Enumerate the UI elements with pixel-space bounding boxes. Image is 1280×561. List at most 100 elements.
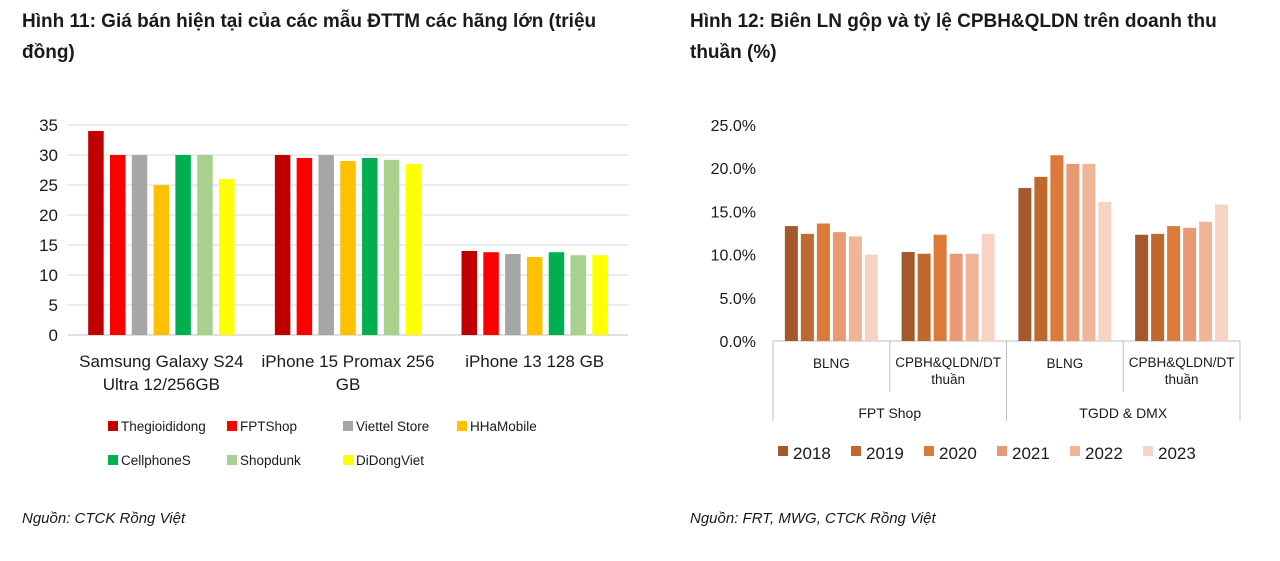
- y-tick-label: 35: [39, 116, 58, 135]
- bar: [949, 253, 963, 341]
- y-tick-label: 10: [39, 266, 58, 285]
- x-category-label: BLNG: [1046, 356, 1083, 371]
- legend-swatch: [997, 446, 1007, 456]
- bar: [197, 155, 213, 335]
- bar: [461, 251, 478, 335]
- bar: [1098, 201, 1112, 341]
- bar: [296, 158, 313, 335]
- bar: [784, 226, 798, 341]
- bar: [965, 253, 979, 341]
- legend-label: Viettel Store: [356, 419, 429, 434]
- bar: [1199, 221, 1213, 341]
- legend-swatch: [108, 455, 118, 465]
- bar: [570, 255, 587, 335]
- legend-swatch: [457, 421, 467, 431]
- legend-label: 2022: [1085, 444, 1123, 463]
- figure-12-title: Hình 12: Biên LN gộp và tỷ lệ CPBH&QLDN …: [690, 11, 1217, 63]
- bar: [88, 131, 104, 335]
- bar: [483, 252, 499, 335]
- bar: [592, 255, 608, 335]
- bar: [526, 257, 543, 335]
- bar: [981, 233, 995, 341]
- bar: [917, 253, 931, 341]
- bar: [109, 155, 126, 335]
- bar: [383, 159, 400, 335]
- legend-label: 2018: [793, 444, 831, 463]
- bar: [405, 164, 422, 335]
- legend-label: FPTShop: [240, 419, 297, 434]
- bar: [816, 223, 830, 341]
- bar: [505, 254, 521, 335]
- y-tick-label: 5: [49, 296, 58, 315]
- y-tick-label: 15: [39, 236, 58, 255]
- y-tick-label: 30: [39, 146, 58, 165]
- bar: [1050, 155, 1064, 341]
- bar: [362, 158, 378, 335]
- bar: [1183, 227, 1197, 341]
- bar: [800, 233, 814, 341]
- x-category-label: iPhone 13 128 GB: [465, 352, 604, 371]
- legend-label: DiDongViet: [356, 453, 424, 468]
- y-tick-label: 25: [39, 176, 58, 195]
- bar: [848, 236, 862, 341]
- x-category-label: CPBH&QLDN/DT thuần: [1129, 355, 1235, 387]
- legend-label: 2023: [1158, 444, 1196, 463]
- bar: [153, 185, 170, 335]
- y-tick-label: 20.0%: [711, 161, 756, 178]
- bar: [864, 254, 878, 341]
- y-tick-label: 20: [39, 206, 58, 225]
- bar: [1034, 176, 1048, 341]
- x-group-label: TGDD & DMX: [1079, 405, 1168, 421]
- bar: [274, 155, 291, 335]
- y-tick-label: 0: [49, 326, 58, 345]
- y-tick-label: 25.0%: [711, 118, 756, 135]
- figure-11-title: Hình 11: Giá bán hiện tại của các mẫu ĐT…: [22, 11, 597, 63]
- legend-swatch: [227, 455, 237, 465]
- x-category-label: BLNG: [813, 356, 850, 371]
- x-group-label: FPT Shop: [858, 405, 921, 421]
- bar: [218, 179, 235, 335]
- bar: [1135, 234, 1149, 341]
- figure-11-bar-chart: 0 5 10 15 20 25 30 35 Samsung Galaxy S24 Ultra 12…: [39, 116, 628, 468]
- bar: [175, 155, 191, 335]
- bar: [1066, 163, 1080, 341]
- x-category-label: iPhone 15 Promax 256 GB: [262, 352, 435, 394]
- y-tick-label: 0.0%: [720, 334, 756, 351]
- y-tick-label: 15.0%: [711, 204, 756, 221]
- bar: [548, 252, 565, 335]
- y-tick-label: 10.0%: [711, 248, 756, 265]
- x-category-label: Samsung Galaxy S24 Ultra 12/256GB: [79, 352, 243, 394]
- y-tick-label: 5.0%: [720, 291, 756, 308]
- legend-swatch: [227, 421, 237, 431]
- figure-11-panel: Hình 11: Giá bán hiện tại của các mẫu ĐT…: [22, 11, 628, 527]
- figure-12-panel: Hình 12: Biên LN gộp và tỷ lệ CPBH&QLDN …: [660, 0, 1280, 561]
- figure-11-source: Nguồn: CTCK Rồng Việt: [22, 510, 186, 527]
- legend-swatch: [343, 421, 353, 431]
- legend-swatch: [1070, 446, 1080, 456]
- bar: [1018, 188, 1032, 341]
- legend-label: HHaMobile: [470, 419, 537, 434]
- legend-label: 2019: [866, 444, 904, 463]
- figure-12-source: Nguồn: FRT, MWG, CTCK Rồng Việt: [690, 510, 936, 527]
- legend-label: Shopdunk: [240, 453, 301, 468]
- bar: [1215, 204, 1229, 341]
- x-category-label: CPBH&QLDN/DT thuần: [895, 355, 1001, 387]
- legend-label: Thegioididong: [121, 419, 206, 434]
- legend-label: 2021: [1012, 444, 1050, 463]
- bar: [1151, 233, 1165, 341]
- bar: [901, 252, 915, 341]
- legend-swatch: [924, 446, 934, 456]
- bar: [318, 155, 334, 335]
- legend-swatch: [1143, 446, 1153, 456]
- bar: [340, 161, 356, 335]
- bar: [832, 232, 846, 341]
- legend-label: CellphoneS: [121, 453, 191, 468]
- bar: [131, 155, 148, 335]
- legend-swatch: [851, 446, 861, 456]
- legend-swatch: [108, 421, 118, 431]
- bar: [1167, 226, 1181, 341]
- bar: [1082, 163, 1096, 341]
- legend-label: 2020: [939, 444, 977, 463]
- figure-12-bar-chart: 0.0% 5.0% 10.0% 15.0% 20.0% 25.0% BLNG CPBH&QLD…: [711, 118, 1241, 463]
- legend-swatch: [343, 455, 353, 465]
